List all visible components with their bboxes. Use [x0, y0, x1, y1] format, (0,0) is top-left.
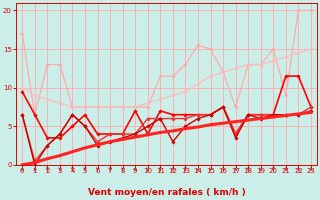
- X-axis label: Vent moyen/en rafales ( km/h ): Vent moyen/en rafales ( km/h ): [88, 188, 245, 197]
